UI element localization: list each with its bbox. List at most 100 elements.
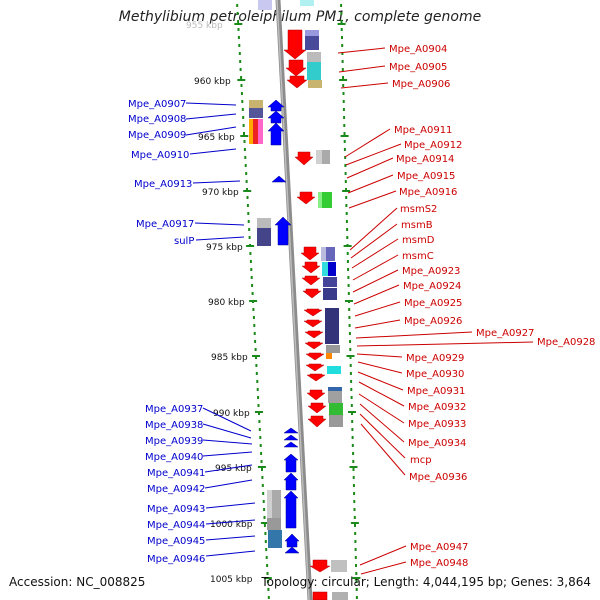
gene-label[interactable]: Mpe_A0947 [410, 542, 468, 553]
gene-label[interactable]: Mpe_A0909 [128, 130, 186, 141]
tick-dot [242, 116, 245, 119]
gene-label[interactable]: Mpe_A0940 [145, 452, 203, 463]
gene-label[interactable]: sulP [174, 236, 194, 247]
gene-label[interactable]: Mpe_A0910 [131, 150, 189, 161]
gene-label[interactable]: Mpe_A0946 [147, 554, 205, 565]
gene-label[interactable]: msmD [402, 235, 435, 246]
gene-label[interactable]: Mpe_A0928 [537, 337, 595, 348]
gene-label[interactable]: Mpe_A0908 [128, 114, 186, 125]
major-tick [340, 135, 349, 137]
tick-dot [341, 44, 344, 47]
minus-strand-genes [267, 99, 300, 554]
gene-label[interactable]: Mpe_A0907 [128, 99, 186, 110]
tick-dot [346, 228, 349, 231]
tick-dot [341, 60, 344, 63]
tick-dot [352, 468, 355, 471]
tick-dot [257, 404, 260, 407]
major-tick [260, 522, 269, 524]
left-gene-labels: Mpe_A0907 Mpe_A0908 Mpe_A0909 Mpe_A0910 … [128, 99, 256, 565]
tick-dot [342, 84, 345, 87]
gene-label[interactable]: Mpe_A0927 [476, 328, 534, 339]
gene-label[interactable]: Mpe_A0923 [402, 266, 460, 277]
tick-dot [345, 188, 347, 191]
tick-dot [347, 284, 350, 287]
tick-dot [340, 12, 343, 15]
gene-label[interactable]: Mpe_A0917 [136, 219, 194, 230]
gene-label[interactable]: Mpe_A0925 [404, 298, 462, 309]
gene-arrow [267, 110, 285, 124]
gene-arrow [283, 490, 299, 529]
gene-arrow [307, 402, 327, 414]
tick-dot [266, 572, 269, 575]
tick-dot [240, 84, 243, 87]
gene-label[interactable]: Mpe_A0932 [408, 402, 466, 413]
gene-label[interactable]: mcp [410, 455, 432, 466]
gene-label[interactable]: Mpe_A0914 [396, 154, 454, 165]
tick-dot [246, 196, 249, 199]
gene-arrow [303, 308, 323, 317]
right-feature-blocks [305, 30, 348, 600]
gene-label[interactable]: Mpe_A0916 [399, 187, 457, 198]
tick-dot [352, 460, 355, 463]
gene-label[interactable]: Mpe_A0939 [145, 436, 203, 447]
gene-arrow [283, 427, 299, 434]
gene-label[interactable]: Mpe_A0912 [404, 140, 462, 151]
gene-arrow [284, 533, 300, 548]
major-tick [349, 466, 358, 468]
gene-label[interactable]: Mpe_A0936 [409, 472, 467, 483]
major-tick [343, 245, 352, 247]
faded-feature [258, 0, 272, 10]
gene-label[interactable]: Mpe_A0924 [403, 281, 461, 292]
gene-label[interactable]: Mpe_A0942 [147, 484, 205, 495]
tick-dot [236, 12, 239, 15]
gene-label[interactable]: Mpe_A0913 [134, 179, 192, 190]
gene-label[interactable]: Mpe_A0906 [392, 79, 450, 90]
faded-feature [300, 0, 314, 6]
gene-label[interactable]: Mpe_A0934 [408, 438, 466, 449]
gene-label[interactable]: Mpe_A0945 [147, 536, 205, 547]
kbp-label: 965 kbp [198, 133, 235, 143]
gene-label[interactable]: Mpe_A0929 [406, 353, 464, 364]
gene-label[interactable]: Mpe_A0943 [147, 504, 205, 515]
gene-label[interactable]: Mpe_A0915 [397, 171, 455, 182]
tick-dot [341, 68, 344, 71]
tick-dot [249, 252, 252, 255]
kbp-label: 990 kbp [213, 409, 250, 419]
major-tick [263, 577, 272, 579]
gene-label[interactable]: Mpe_A0931 [407, 386, 465, 397]
tick-dot [354, 540, 357, 543]
kbp-label: 975 kbp [206, 243, 243, 253]
major-tick [337, 23, 346, 25]
gene-label[interactable]: Mpe_A0911 [394, 125, 452, 136]
gene-label[interactable]: Mpe_A0933 [408, 419, 466, 430]
tick-dot [351, 444, 354, 447]
gene-arrow [307, 415, 327, 428]
tick-dot [248, 236, 251, 239]
tick-dot [253, 332, 256, 335]
gene-label[interactable]: msmS2 [400, 204, 437, 215]
gene-label[interactable]: Mpe_A0941 [147, 468, 205, 479]
gene-label[interactable]: Mpe_A0944 [147, 520, 205, 531]
tick-dot [261, 484, 264, 487]
tick-dot [352, 476, 355, 479]
gene-label[interactable]: Mpe_A0905 [389, 62, 447, 73]
tick-dot [258, 412, 260, 415]
major-tick [350, 522, 359, 524]
major-tick [246, 245, 255, 247]
gene-label[interactable]: Mpe_A0904 [389, 44, 447, 55]
gene-label[interactable]: Mpe_A0930 [406, 369, 464, 380]
gene-arrow [305, 352, 325, 361]
gene-label[interactable]: Mpe_A0938 [145, 420, 203, 431]
tick-dot [254, 340, 257, 343]
genome-backbone [275, 0, 313, 600]
gene-label[interactable]: msmC [402, 251, 434, 262]
tick-dot [256, 388, 259, 391]
gene-label[interactable]: Mpe_A0948 [410, 558, 468, 569]
gene-label[interactable]: msmB [401, 220, 433, 231]
tick-dot [351, 436, 354, 439]
gene-label[interactable]: Mpe_A0926 [404, 316, 462, 327]
tick-dot [247, 220, 250, 223]
gene-label[interactable]: Mpe_A0937 [145, 404, 203, 415]
accession-text: Accession: NC_008825 [9, 575, 146, 589]
tick-dot [245, 172, 248, 175]
